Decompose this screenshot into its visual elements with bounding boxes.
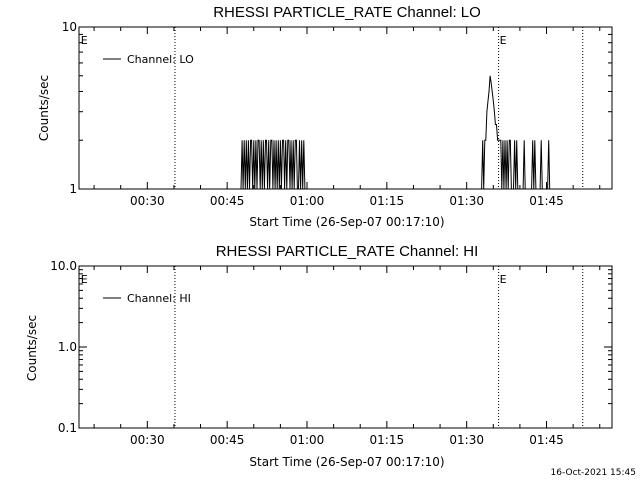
lo-x-axis-label: Start Time (26-Sep-07 00:17:10) <box>249 215 444 229</box>
y-tick-label: 10.0 <box>50 259 77 273</box>
hi-axes: 00:30 00:45 01:00 01:15 01:30 01:45 0.1 1.0 10.0 <box>50 259 613 447</box>
x-tick-label: 01:45 <box>529 433 564 447</box>
hi-legend-label: Channel: HI <box>127 292 191 305</box>
x-tick-label: 01:30 <box>449 433 484 447</box>
x-tick-label: 01:15 <box>370 194 405 208</box>
hi-legend: Channel: HI <box>103 292 191 305</box>
hi-chart-title: RHESSI PARTICLE_RATE Channel: HI <box>216 243 479 260</box>
y-tick-label: 1.0 <box>58 340 77 354</box>
x-tick-label: 00:45 <box>210 194 245 208</box>
x-tick-label: 01:30 <box>449 194 484 208</box>
y-tick-label: 0.1 <box>58 421 77 435</box>
hi-x-axis-label: Start Time (26-Sep-07 00:17:10) <box>249 455 444 469</box>
plot-frame <box>78 26 613 190</box>
y-tick-label: 1 <box>69 182 77 196</box>
y-tick-label: 10 <box>62 20 77 34</box>
lo-legend-label: Channel: LO <box>127 53 194 66</box>
x-tick-label: 01:00 <box>290 194 325 208</box>
x-tick-label: 00:45 <box>210 433 245 447</box>
lo-axes: 00:30 00:45 01:00 01:15 01:30 01:45 1 10 <box>62 20 613 208</box>
x-tick-label: 01:00 <box>290 433 325 447</box>
x-tick-label: 01:45 <box>529 194 564 208</box>
event-marker-label: E <box>500 273 507 286</box>
lo-chart-title: RHESSI PARTICLE_RATE Channel: LO <box>213 4 481 21</box>
x-tick-label: 00:30 <box>130 194 165 208</box>
plot-frame <box>78 265 613 429</box>
lo-channel-panel: RHESSI PARTICLE_RATE Channel: LO 00:30 00… <box>37 4 613 229</box>
event-marker-label: E <box>500 34 507 47</box>
event-marker-label: E <box>81 34 88 47</box>
series-line <box>480 75 554 190</box>
lo-y-axis-label: Counts/sec <box>37 75 51 141</box>
x-tick-label: 01:15 <box>370 433 405 447</box>
x-tick-label: 00:30 <box>130 433 165 447</box>
hi-channel-panel: RHESSI PARTICLE_RATE Channel: HI 00:30 00… <box>25 243 613 469</box>
event-marker-label: E <box>81 273 88 286</box>
lo-series <box>240 75 554 190</box>
hi-y-axis-label: Counts/sec <box>25 315 39 381</box>
render-timestamp: 16-Oct-2021 15:45 <box>551 468 636 478</box>
lo-legend: Channel: LO <box>103 53 194 66</box>
series-line <box>240 139 307 190</box>
